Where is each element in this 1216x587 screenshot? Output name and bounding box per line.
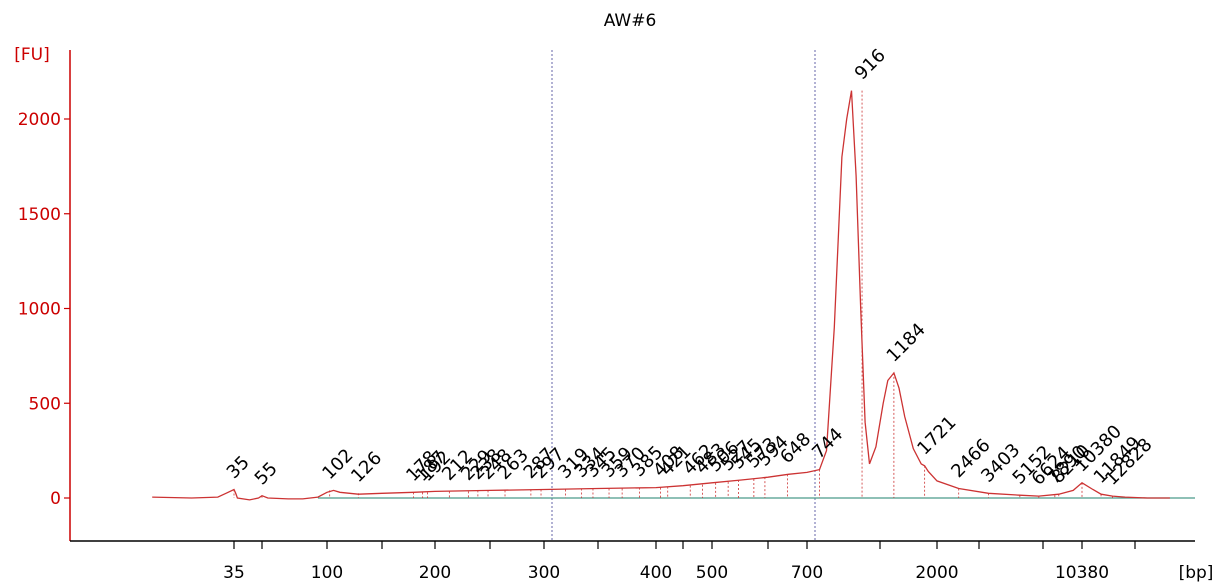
peak-label: 102: [318, 445, 357, 484]
peak-label: 1184: [883, 319, 930, 366]
x-tick-label: 200: [419, 563, 451, 583]
y-tick-label: 500: [29, 394, 61, 414]
x-tick-label: 700: [791, 563, 823, 583]
y-axis-unit: [FU]: [14, 45, 50, 65]
trace-layer: [152, 90, 1170, 501]
y-tick-label: 1500: [18, 205, 61, 225]
peak-label: 126: [347, 448, 386, 487]
y-tick-label: 2000: [18, 110, 61, 130]
x-tick-label: 35: [223, 563, 245, 583]
peak-label: 916: [851, 45, 890, 84]
y-axis: 0 500 1000 1500 2000: [18, 50, 71, 541]
peak-label: 35: [223, 452, 254, 483]
region-markers: [551, 50, 816, 541]
y-tick-label: 1000: [18, 300, 61, 320]
peak-label: 1721: [913, 412, 960, 459]
x-tick-label: 400: [640, 563, 672, 583]
signal-trace: [152, 90, 1170, 501]
x-tick-label: 10380: [1055, 563, 1109, 583]
x-tick-label: 300: [528, 563, 560, 583]
chart-title: AW#6: [604, 11, 657, 31]
x-axis-unit: [bp]: [1179, 563, 1214, 583]
y-tick-label: 0: [50, 489, 61, 509]
x-tick-label: 500: [696, 563, 728, 583]
x-tick-label: 100: [311, 563, 343, 583]
peak-label: 744: [808, 424, 847, 463]
x-tick-label: 2000: [915, 563, 958, 583]
x-axis: 35 100 200 300 400 500 700 2000 10380: [70, 540, 1195, 583]
peak-label: 55: [251, 458, 282, 489]
